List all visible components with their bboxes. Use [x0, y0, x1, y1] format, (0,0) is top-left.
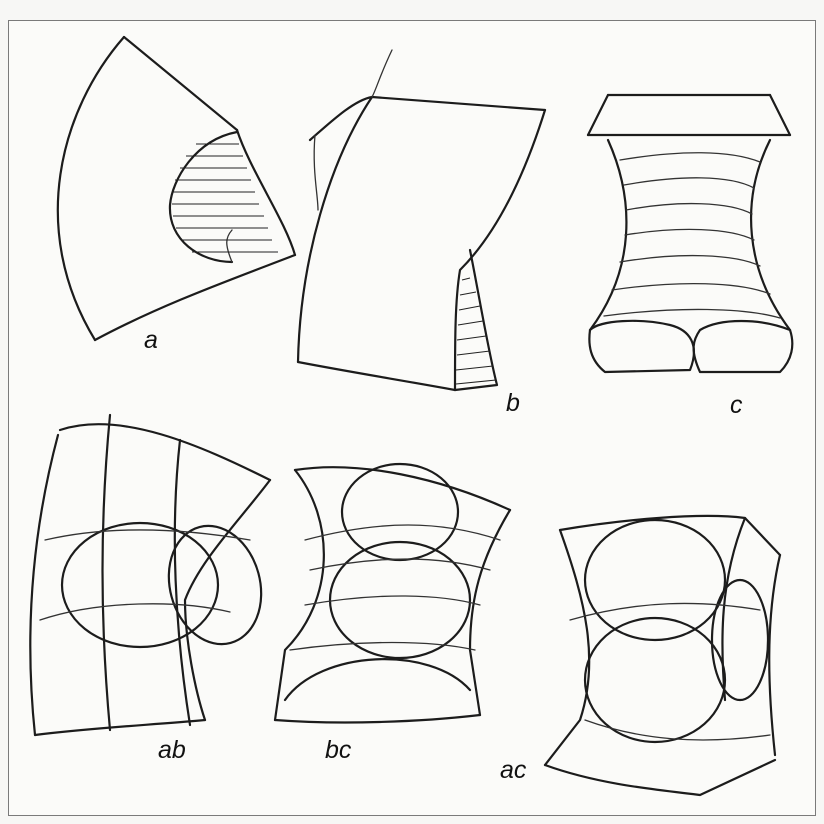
sketch-ab [29, 413, 272, 737]
sketch-ac [543, 514, 782, 797]
panel-label-bc: bc [325, 736, 352, 764]
panel-label-b: b [506, 389, 520, 417]
panel-label-c: c [730, 391, 743, 419]
sketch-b [296, 49, 547, 392]
sketch-a [56, 35, 297, 342]
panel-label-ac: ac [500, 756, 527, 784]
panel-label-a: a [144, 326, 158, 354]
panel-label-ab: ab [158, 736, 186, 764]
sketch-bc [273, 462, 512, 724]
sketch-c [586, 93, 794, 374]
